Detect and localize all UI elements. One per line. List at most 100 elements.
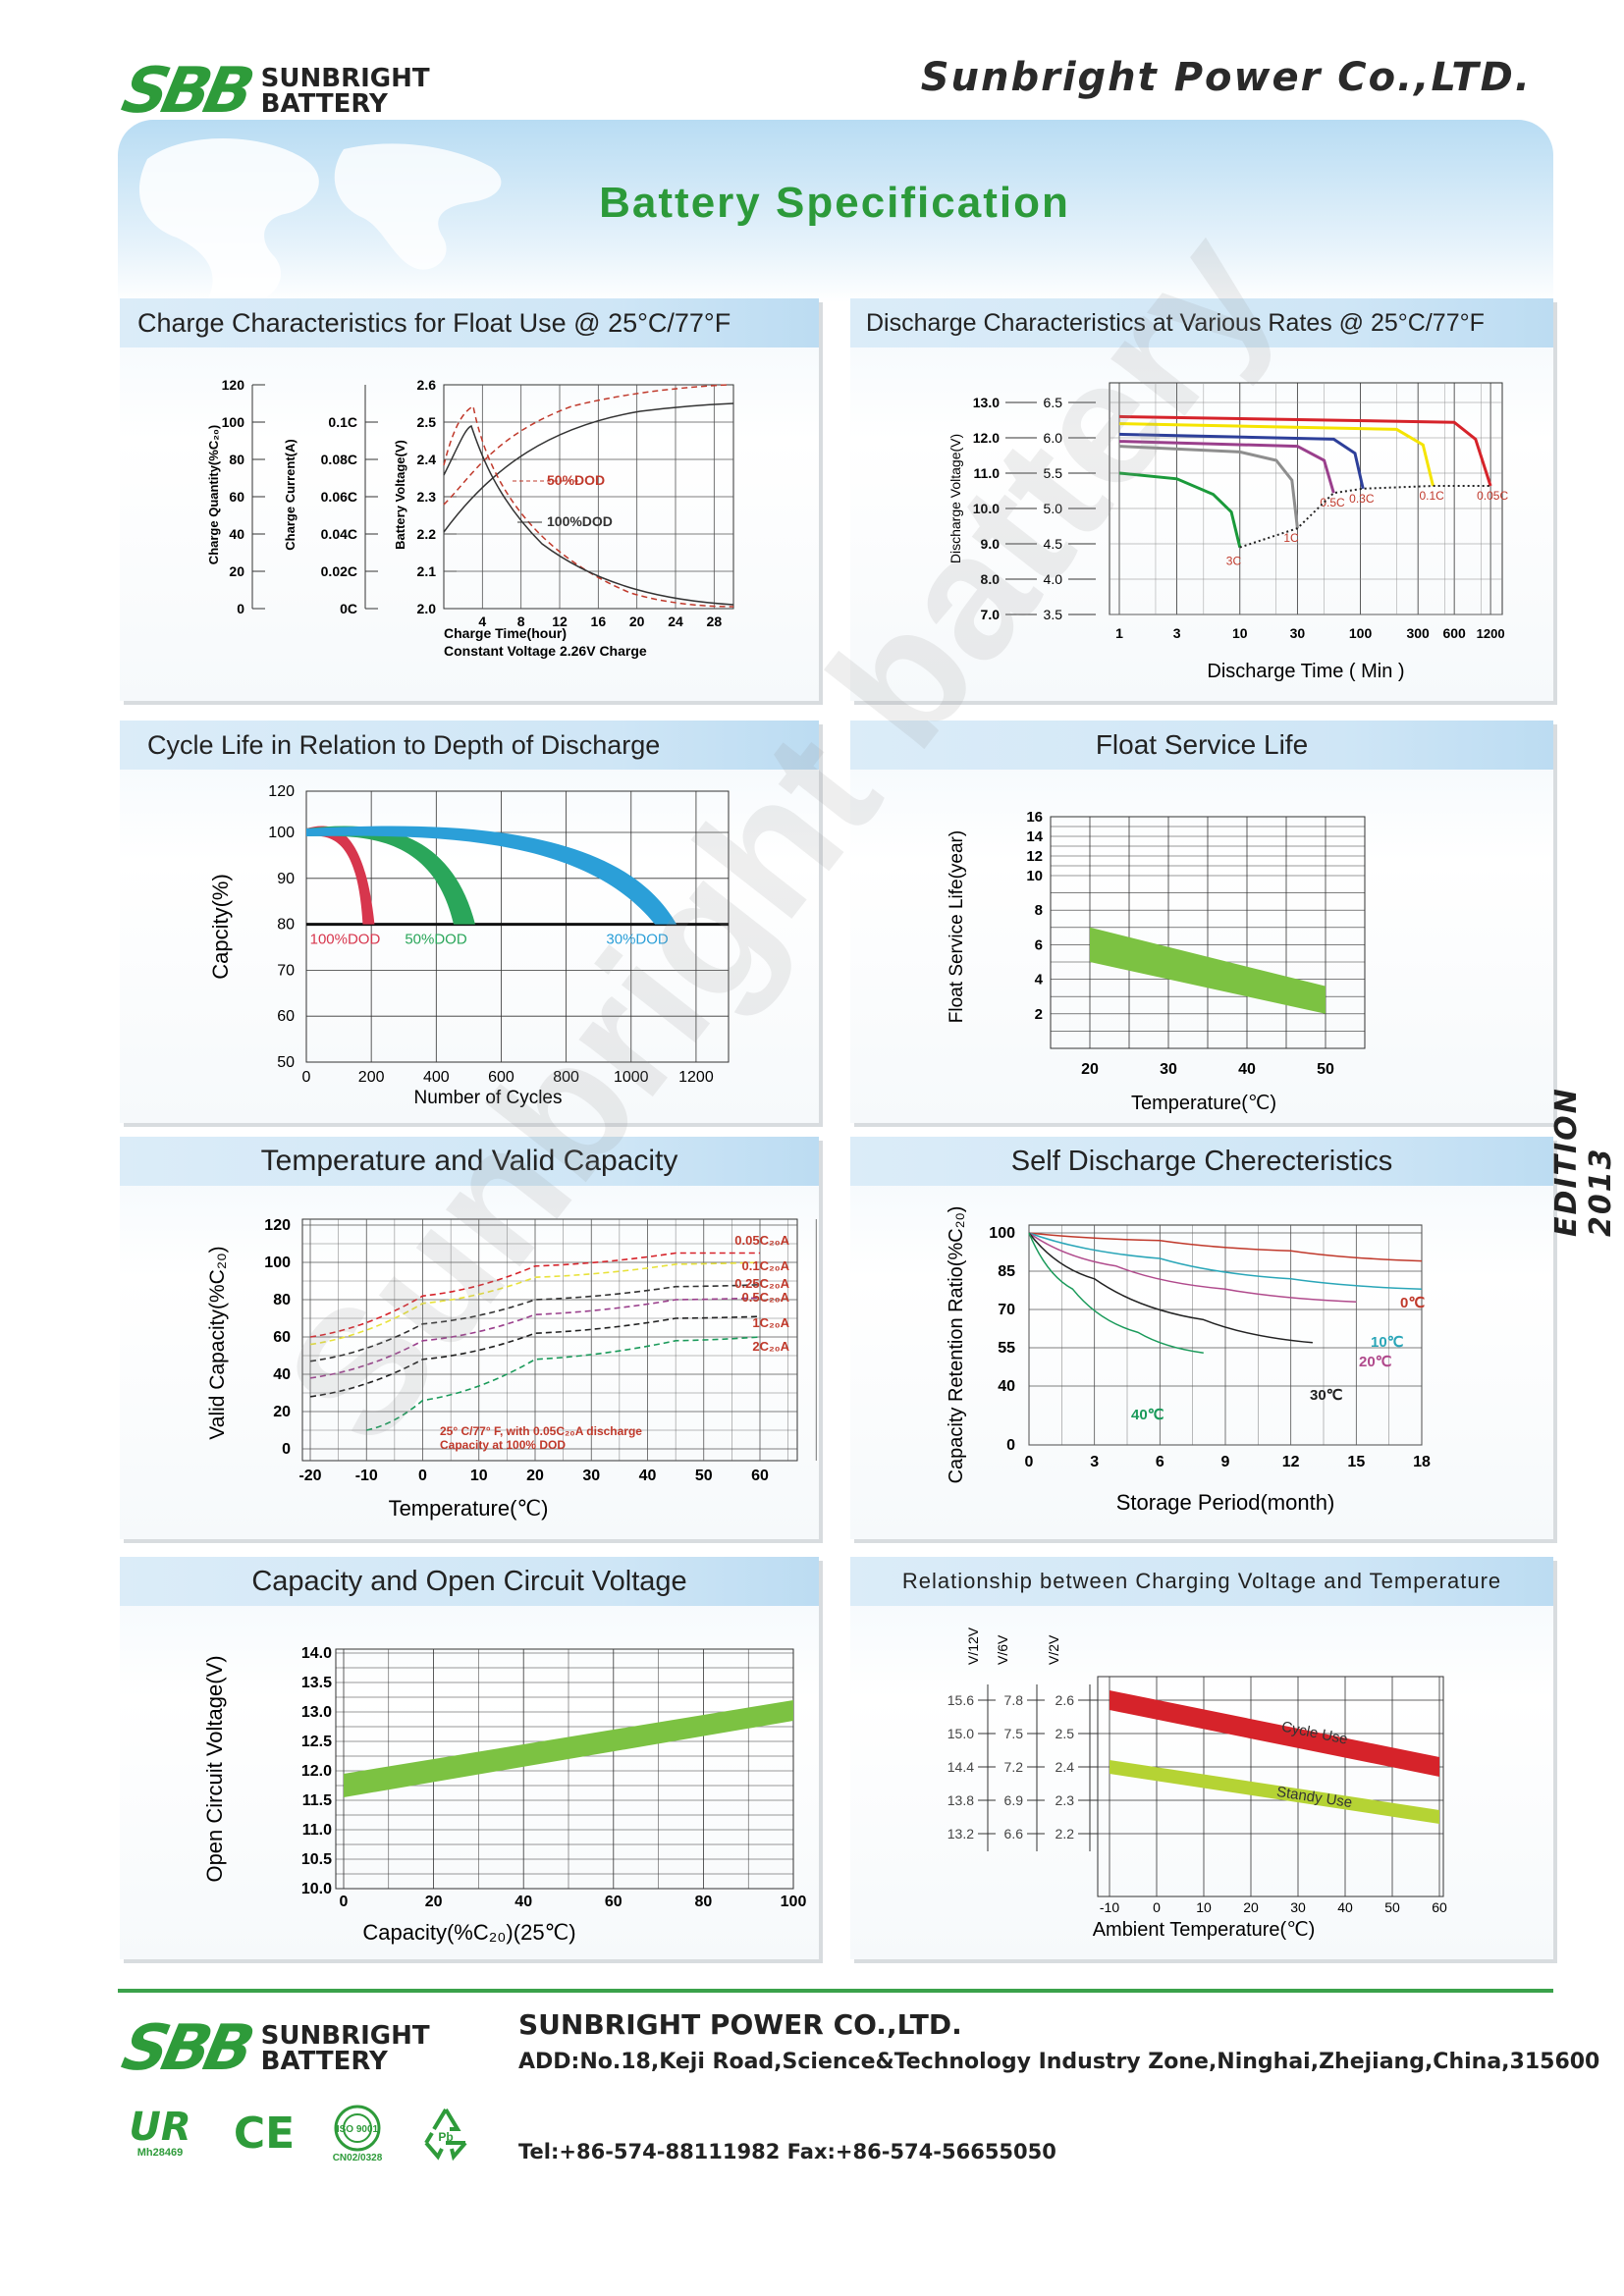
series-line bbox=[309, 1284, 761, 1362]
series-label: 20℃ bbox=[1359, 1354, 1392, 1370]
x-axis-label: Capacity(%C₂₀)(25℃) bbox=[362, 1920, 575, 1945]
y-tick-label: 100 bbox=[989, 1225, 1015, 1242]
panel-title: Float Service Life bbox=[850, 721, 1553, 770]
x-tick-label: 8 bbox=[517, 614, 525, 629]
x-tick-label: 1 bbox=[1115, 625, 1123, 641]
x-tick-label: 12 bbox=[552, 614, 568, 629]
x-tick-label: 10 bbox=[1196, 1899, 1212, 1915]
iso-cert-icon: ISO 9001 CN02/0328 bbox=[322, 2103, 393, 2163]
series-line bbox=[1118, 432, 1365, 490]
y2-tick-label: 0.1C bbox=[328, 414, 357, 430]
y1-tick-label: 120 bbox=[222, 377, 245, 393]
y-tick-label: 100 bbox=[268, 825, 295, 841]
y-tick-12v: 10.0 bbox=[973, 501, 1000, 516]
world-map-icon bbox=[138, 137, 502, 302]
x-tick-label: 600 bbox=[488, 1069, 514, 1086]
series-line bbox=[1028, 1232, 1313, 1344]
x-tick-label: 30 bbox=[1160, 1061, 1177, 1078]
legend-100dod: 100%DOD bbox=[547, 513, 613, 529]
x-tick-label: -20 bbox=[298, 1468, 321, 1484]
curve-50-dod-quantity bbox=[443, 384, 730, 506]
logo-text: SUNBRIGHT BATTERY bbox=[261, 66, 430, 117]
x-tick-label: 100 bbox=[1349, 625, 1373, 641]
x-axis-label: Temperature(℃) bbox=[1131, 1093, 1276, 1114]
y1-tick-label: 100 bbox=[222, 414, 245, 430]
y-tick-6v: 4.5 bbox=[1044, 536, 1063, 552]
panel-charge: Charge Characteristics for Float Use @ 2… bbox=[120, 298, 819, 701]
x-tick-label: 0 bbox=[418, 1468, 427, 1484]
iso-label: ISO 9001 bbox=[337, 2124, 379, 2135]
page-title: Battery Specification bbox=[599, 179, 1070, 227]
header-logo: SBB SUNBRIGHT BATTERY bbox=[116, 55, 430, 128]
dod-band bbox=[306, 826, 677, 925]
x-tick-label: 20 bbox=[425, 1894, 443, 1910]
panel-chgtemp: Relationship between Charging Voltage an… bbox=[850, 1557, 1553, 1959]
y-tick-label: 90 bbox=[277, 871, 295, 887]
chart-note: Constant Voltage 2.26V Charge bbox=[444, 643, 647, 659]
y-axis-label: Discharge Voltage(V) bbox=[947, 434, 963, 563]
series-label: 0.05C bbox=[1477, 489, 1508, 503]
logo-line2: BATTERY bbox=[260, 2047, 388, 2076]
temp-chart: 0 20 40 60 80 100 120 -20 -10 0 10 20 30 40 50 60 0.05C₂… bbox=[206, 1217, 817, 1521]
curve-100-dod-current bbox=[443, 425, 734, 606]
logo-line2: BATTERY bbox=[260, 89, 388, 119]
series-label: Standy Use bbox=[1275, 1784, 1353, 1811]
series-line bbox=[1028, 1232, 1423, 1290]
ul-cert-icon: UR Mh28469 bbox=[129, 2105, 191, 2159]
y1-tick-label: 40 bbox=[229, 526, 244, 542]
logo-line1: SUNBRIGHT bbox=[260, 64, 430, 93]
y3-tick-label: 2.0 bbox=[417, 601, 437, 616]
series-label: 1C₂₀A bbox=[752, 1315, 789, 1330]
y3-tick-label: 2.5 bbox=[417, 414, 437, 430]
y-tick-label: 0 bbox=[1006, 1437, 1015, 1454]
x-axis-label: Ambient Temperature(℃) bbox=[1093, 1919, 1316, 1941]
ocv-band bbox=[344, 1700, 793, 1797]
x-tick-label: 20 bbox=[1081, 1061, 1099, 1078]
series-line bbox=[1118, 445, 1299, 529]
voltage-band bbox=[1110, 1690, 1439, 1777]
y-tick-label: 11.0 bbox=[302, 1822, 332, 1839]
x-tick-label: 50 bbox=[1384, 1899, 1400, 1915]
x-tick-label: 0 bbox=[302, 1069, 311, 1086]
panel-float: Float Service Life 2 4 6 8 10 12 14 16 20 30 40 50 … bbox=[850, 721, 1553, 1123]
y-tick-label: 12.0 bbox=[301, 1763, 332, 1780]
x-axis-label: Temperature(℃) bbox=[389, 1496, 549, 1521]
recycle-icon: Pb bbox=[412, 2103, 479, 2163]
axis-label-2v: V/2V bbox=[1046, 1634, 1061, 1665]
logo-text: SUNBRIGHT BATTERY bbox=[261, 2023, 430, 2074]
y-tick-label: 70 bbox=[998, 1302, 1015, 1318]
charge-chart: 0 20 40 60 80 100 120 0C 0.02C 0.04C 0.06C 0.08C 0.1… bbox=[206, 377, 734, 659]
y-tick-label: 0 bbox=[282, 1441, 291, 1458]
y-tick-12v: 15.0 bbox=[947, 1726, 974, 1741]
x-tick-label: 200 bbox=[358, 1069, 385, 1086]
y3-axis-label: Battery Voltage(V) bbox=[393, 440, 407, 550]
x-tick-label: 0 bbox=[340, 1894, 349, 1910]
series-line bbox=[1118, 471, 1242, 548]
x-tick-label: 28 bbox=[707, 614, 723, 629]
y-tick-6v: 4.0 bbox=[1044, 571, 1063, 587]
y-tick-12v: 7.0 bbox=[981, 607, 1001, 622]
x-tick-label: 40 bbox=[1337, 1899, 1353, 1915]
y-tick-label: 14.0 bbox=[301, 1645, 332, 1662]
series-line bbox=[1028, 1232, 1204, 1354]
x-tick-label: -10 bbox=[1100, 1899, 1119, 1915]
series-label: 0.5C bbox=[1320, 496, 1345, 509]
y-tick-label: 13.0 bbox=[301, 1704, 332, 1721]
y-tick-label: 120 bbox=[264, 1217, 291, 1234]
y-tick-6v: 6.5 bbox=[1044, 395, 1063, 410]
y-tick-label: 12.5 bbox=[301, 1734, 332, 1750]
y-tick-6v: 6.9 bbox=[1004, 1792, 1024, 1808]
y3-tick-label: 2.4 bbox=[417, 452, 437, 467]
x-tick-label: 0 bbox=[1025, 1454, 1034, 1470]
footer-tel: Tel:+86-574-88111982 Fax:+86-574-5665505… bbox=[518, 2140, 1056, 2163]
panel-title: Charge Characteristics for Float Use @ 2… bbox=[120, 298, 819, 347]
y-tick-6v: 7.5 bbox=[1004, 1726, 1024, 1741]
series-line bbox=[1028, 1232, 1423, 1262]
panel-ocv: Capacity and Open Circuit Voltage 10.0 10… bbox=[120, 1557, 819, 1959]
y-tick-6v: 6.0 bbox=[1044, 430, 1063, 446]
series-label: 0.1C bbox=[1420, 489, 1445, 503]
footer-divider bbox=[118, 1989, 1553, 1993]
y1-tick-label: 60 bbox=[229, 489, 244, 505]
y1-axis-label: Charge Quantity(%C₂₀) bbox=[206, 425, 221, 564]
y-tick-12v: 8.0 bbox=[981, 571, 1001, 587]
